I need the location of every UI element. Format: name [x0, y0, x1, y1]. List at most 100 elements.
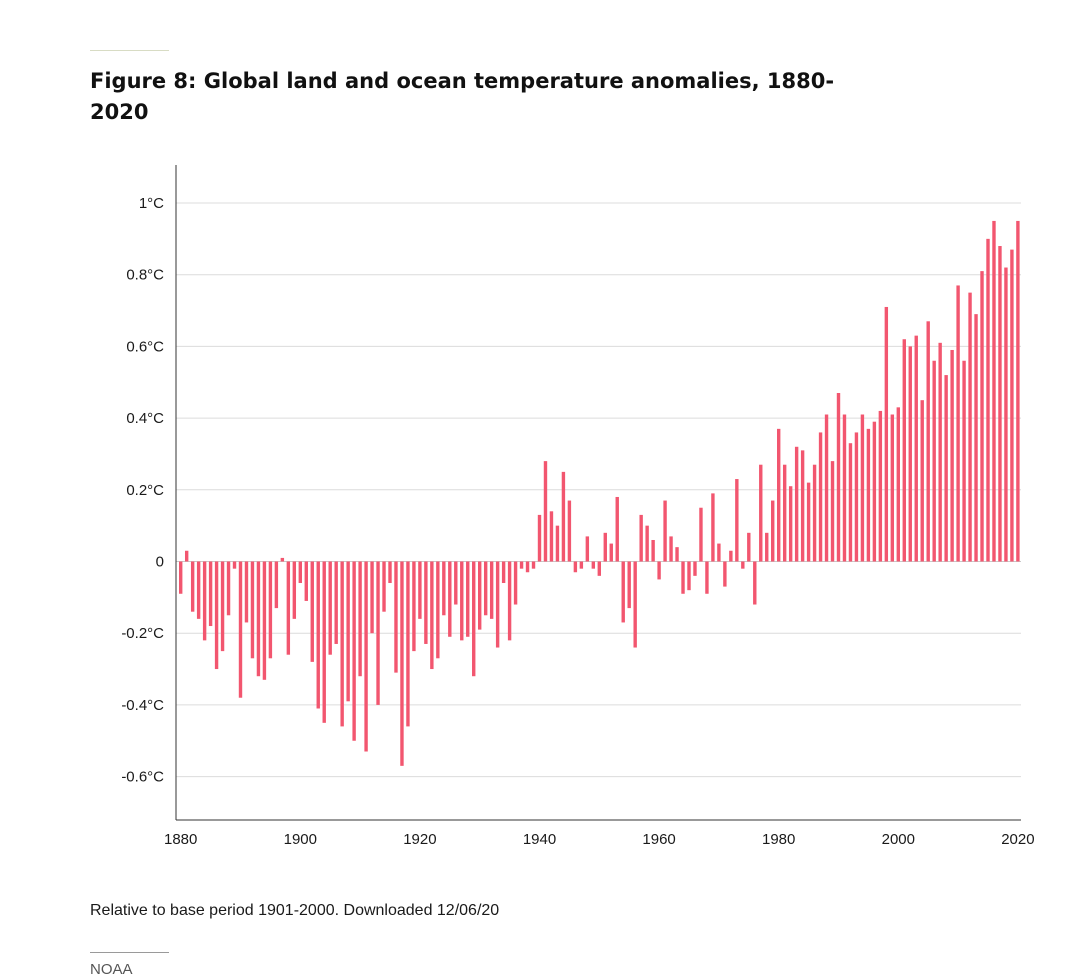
y-tick-label: 0.6°C	[126, 338, 164, 355]
bar-1951	[603, 532, 607, 562]
bar-2014	[980, 271, 984, 562]
bar-1888	[226, 561, 231, 616]
bar-1970	[717, 543, 721, 562]
bar-1938	[525, 561, 530, 573]
bar-1917	[400, 561, 404, 766]
bar-1894	[262, 561, 267, 680]
bar-1889	[232, 561, 237, 569]
bar-1965	[687, 561, 691, 591]
y-tick-label: -0.6°C	[121, 769, 164, 786]
bar-2013	[974, 314, 978, 562]
y-tick-label: -0.2°C	[121, 625, 164, 642]
bar-2004	[920, 400, 924, 562]
bar-2019	[1010, 249, 1014, 562]
bar-1956	[633, 561, 637, 648]
bar-1971	[723, 561, 727, 587]
bar-1934	[501, 561, 506, 584]
bar-1966	[693, 561, 697, 576]
x-tick-label: 2020	[1001, 831, 1034, 848]
x-tick-label: 1900	[284, 831, 317, 848]
bar-2020	[1016, 220, 1020, 562]
bar-1893	[256, 561, 261, 677]
bar-1989	[830, 461, 835, 562]
bar-1940	[537, 514, 542, 562]
bar-1907	[340, 561, 344, 727]
y-tick-label: 1°C	[139, 195, 164, 212]
bar-2010	[956, 285, 960, 562]
bar-1945	[567, 500, 572, 562]
bar-1936	[513, 561, 518, 605]
x-tick-label: 1920	[403, 831, 436, 848]
bar-1914	[382, 561, 386, 612]
bar-1983	[794, 446, 799, 562]
y-tick-label: 0.8°C	[126, 267, 164, 284]
bar-1976	[753, 561, 757, 605]
bar-1948	[585, 536, 590, 562]
bar-1997	[878, 410, 883, 562]
bar-1885	[208, 561, 213, 627]
bar-1953	[615, 496, 619, 562]
bar-1883	[196, 561, 201, 619]
bar-1950	[597, 561, 601, 576]
gridlines	[176, 202, 1021, 778]
bar-1921	[424, 561, 428, 644]
bar-1969	[711, 493, 715, 562]
bar-1899	[292, 561, 297, 619]
bar-1957	[639, 514, 643, 562]
bar-1884	[202, 561, 207, 641]
x-axis-labels: 1880 1900 1920 1940 1960 1980 2000 2020	[164, 831, 1035, 848]
bar-1896	[274, 561, 279, 609]
bar-1916	[394, 561, 398, 673]
bar-1962	[669, 536, 673, 562]
bar-1967	[699, 507, 703, 562]
bar-1937	[519, 561, 524, 569]
bar-1926	[454, 561, 458, 605]
bar-1892	[250, 561, 255, 659]
bar-1973	[735, 479, 739, 562]
bar-1941	[543, 461, 548, 562]
bar-1944	[561, 471, 566, 562]
bar-1919	[412, 561, 416, 652]
bar-1905	[328, 561, 332, 655]
bar-2003	[914, 335, 918, 562]
bar-1958	[645, 525, 649, 562]
bar-2002	[908, 346, 912, 562]
bar-1978	[765, 532, 769, 562]
bar-1903	[316, 561, 320, 709]
bar-1922	[430, 561, 434, 670]
bar-2008	[944, 375, 948, 562]
bar-1988	[824, 414, 829, 562]
y-tick-label: 0.4°C	[126, 410, 164, 427]
bar-2018	[1004, 267, 1008, 562]
bar-1946	[573, 561, 578, 573]
bar-1918	[406, 561, 410, 727]
bar-1913	[376, 561, 380, 705]
bar-1986	[812, 464, 817, 562]
bar-1882	[190, 561, 195, 612]
bar-1995	[866, 428, 871, 562]
bar-2015	[986, 238, 990, 562]
source-label: NOAA	[90, 961, 133, 978]
bar-1998	[884, 306, 889, 562]
bar-2005	[926, 321, 930, 562]
figure-title: Figure 8: Global land and ocean temperat…	[90, 69, 835, 124]
bar-1935	[507, 561, 512, 641]
bar-1979	[771, 500, 775, 562]
bar-2001	[902, 339, 906, 562]
bar-1939	[531, 561, 536, 569]
bar-1985	[806, 482, 811, 562]
bar-1912	[370, 561, 374, 634]
bar-1991	[842, 414, 847, 562]
bar-2017	[998, 246, 1002, 562]
bar-1881	[184, 550, 189, 562]
x-tick-label: 1960	[642, 831, 675, 848]
bar-1942	[549, 511, 554, 562]
top-divider	[90, 50, 169, 51]
x-tick-label: 2000	[882, 831, 915, 848]
x-tick-label: 1980	[762, 831, 795, 848]
bar-1987	[818, 432, 823, 562]
bar-1898	[286, 561, 291, 655]
bar-1961	[663, 500, 667, 562]
bar-1955	[627, 561, 631, 609]
bar-1924	[442, 561, 446, 616]
